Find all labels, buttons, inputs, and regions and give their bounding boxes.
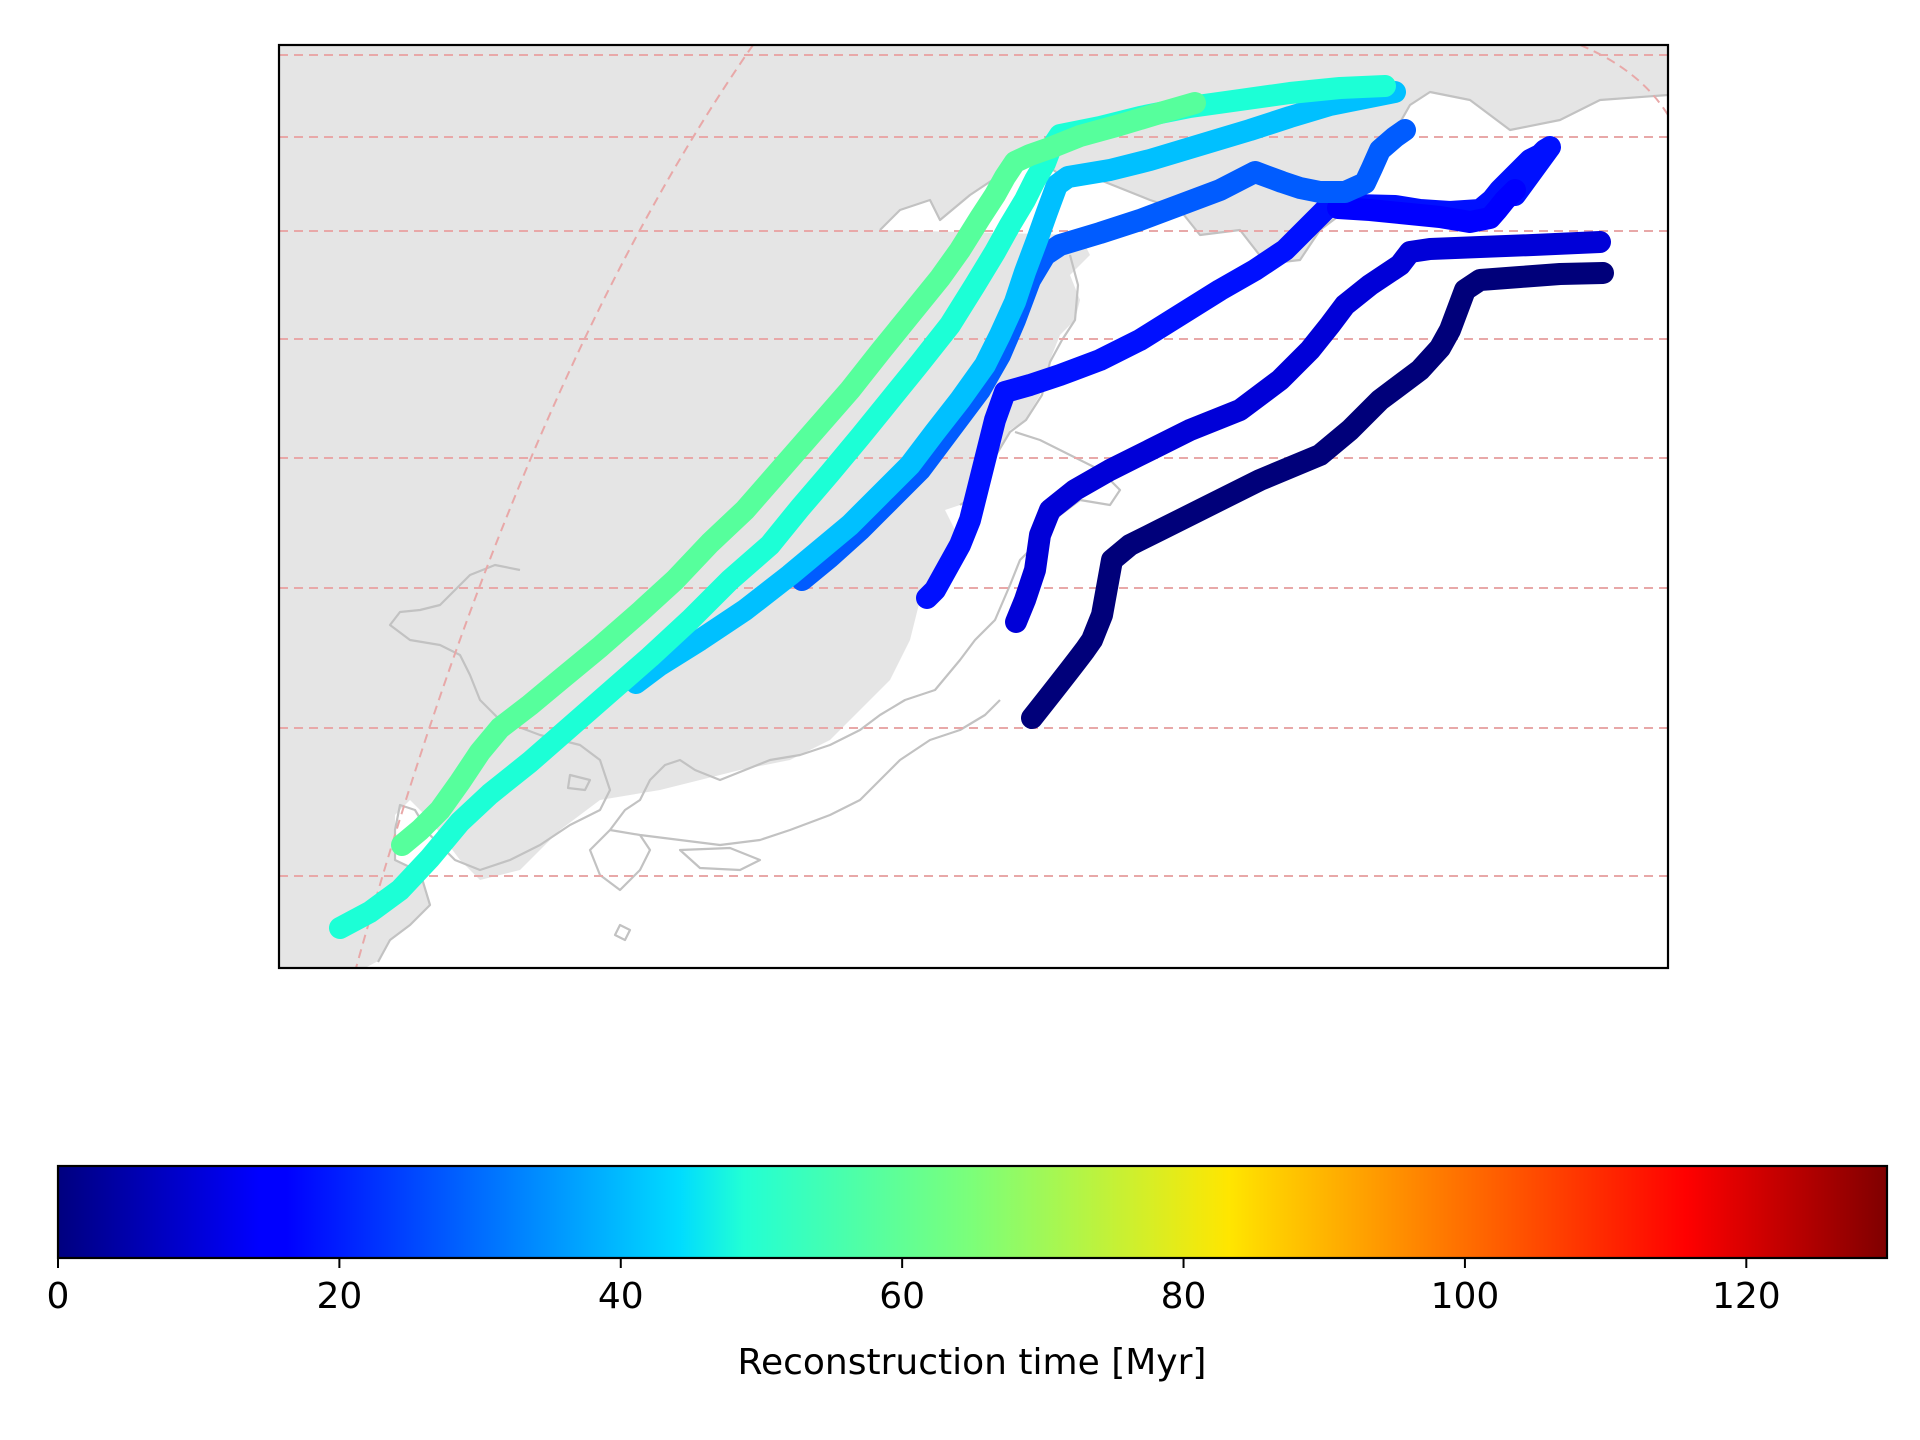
coastline-honshu	[608, 584, 1012, 847]
map-base-region	[279, 45, 1668, 968]
track-6	[625, 81, 1406, 694]
gridline-meridian-1	[355, 45, 754, 968]
gridline-meridian-2	[1579, 45, 1668, 116]
colorbar-tick-label: 0	[47, 1276, 70, 1317]
map-frame	[277, 43, 1670, 970]
map-panel	[277, 43, 1670, 970]
colorbar-ticks: 0 20 40 60 80 100 120	[47, 1258, 1781, 1317]
colorbar-tick-label: 40	[598, 1276, 644, 1317]
colorbar-label: Reconstruction time [Myr]	[738, 1342, 1207, 1383]
track-2	[1005, 231, 1611, 633]
colorbar-tick-label: 20	[316, 1276, 362, 1317]
coastline-island-b	[613, 923, 632, 942]
reconstruction-tracks	[329, 75, 1614, 939]
colorbar: 0 20 40 60 80 100 120 Reconstruction time [Myr…	[47, 1164, 1889, 1383]
colorbar-gradient	[56, 1164, 1889, 1260]
coastline-island-a	[566, 773, 592, 792]
colorbar-tick-label: 120	[1712, 1276, 1781, 1317]
coastline-shikoku	[678, 846, 762, 872]
track-1	[1021, 262, 1614, 729]
colorbar-tick-label: 60	[879, 1276, 925, 1317]
coastline-kyushu	[588, 829, 652, 892]
track-8	[391, 92, 1206, 856]
colorbar-tick-label: 80	[1161, 1276, 1207, 1317]
track-3	[916, 136, 1561, 609]
track-4	[1327, 179, 1526, 233]
colorbar-tick-label: 100	[1431, 1276, 1500, 1317]
